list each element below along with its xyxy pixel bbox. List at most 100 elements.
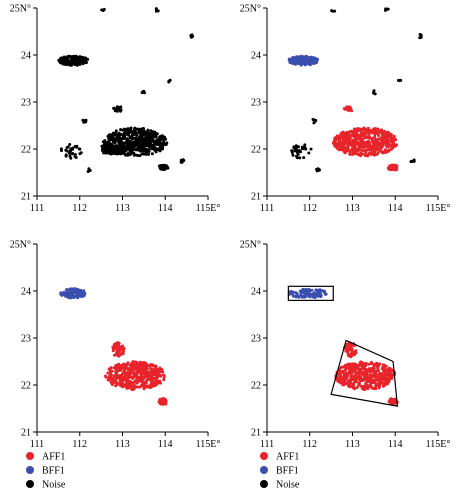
data-point — [373, 132, 377, 136]
legends-group: AFF1 BFF1 Noise AFF1 BFF1 Noise — [26, 452, 300, 491]
data-point — [131, 366, 135, 369]
data-point — [68, 154, 72, 158]
data-point — [373, 127, 377, 131]
data-point — [362, 384, 366, 388]
y-tick-label: 24 — [21, 287, 31, 298]
data-point — [298, 149, 302, 152]
data-point — [63, 57, 67, 61]
data-point — [64, 154, 68, 158]
data-point — [156, 371, 160, 375]
data-point — [313, 296, 317, 300]
x-tick-label: 111 — [30, 439, 44, 450]
data-point — [392, 134, 396, 138]
data-point — [119, 376, 123, 380]
data-point — [336, 142, 340, 146]
data-point — [353, 149, 357, 153]
legend-marker-bff1 — [260, 466, 268, 474]
data-point — [419, 35, 423, 39]
data-point — [365, 383, 369, 387]
data-point — [122, 127, 126, 131]
data-point — [334, 138, 338, 142]
data-point — [303, 146, 307, 149]
data-point — [104, 374, 107, 378]
data-point — [128, 148, 132, 152]
data-point — [382, 377, 386, 381]
data-point — [356, 140, 360, 144]
data-point — [122, 131, 126, 135]
legend-marker-noise — [260, 480, 268, 488]
data-point — [101, 140, 105, 144]
data-point — [134, 131, 138, 135]
series-noise — [290, 7, 423, 173]
data-point — [116, 152, 120, 156]
data-point — [88, 169, 92, 172]
x-tick-label: 113 — [115, 439, 130, 450]
data-point — [306, 55, 309, 59]
data-point — [115, 343, 118, 347]
data-point — [164, 398, 168, 402]
cluster-convex-hull — [330, 339, 399, 407]
data-point — [148, 364, 152, 368]
data-point — [106, 378, 110, 382]
data-point — [296, 57, 300, 60]
data-point — [351, 382, 355, 386]
data-point — [354, 370, 358, 374]
data-point — [111, 136, 115, 140]
data-point — [371, 386, 375, 390]
data-point — [344, 349, 348, 353]
data-point — [153, 382, 157, 386]
data-point — [353, 365, 357, 369]
data-point — [135, 369, 139, 373]
data-point — [117, 354, 121, 358]
data-point — [126, 373, 130, 377]
data-point — [164, 143, 168, 147]
data-point — [118, 383, 122, 387]
data-point — [306, 62, 310, 66]
data-point — [65, 146, 69, 149]
data-point — [120, 352, 124, 355]
data-point — [374, 139, 378, 142]
points-top-right — [287, 7, 423, 173]
data-point — [106, 371, 110, 375]
data-point — [111, 349, 115, 353]
data-point — [397, 78, 400, 82]
data-point — [344, 377, 348, 381]
data-point — [120, 346, 124, 350]
data-point — [353, 351, 357, 355]
data-point — [363, 371, 367, 374]
data-point — [323, 289, 326, 293]
x-tick-label: 112 — [302, 203, 317, 214]
data-point — [112, 366, 116, 370]
data-point — [120, 372, 124, 376]
data-point — [141, 370, 145, 374]
data-point — [333, 141, 337, 145]
data-point — [141, 142, 145, 146]
data-point — [65, 55, 69, 59]
data-point — [299, 292, 303, 295]
data-point — [136, 362, 139, 366]
data-point — [73, 153, 77, 157]
data-point — [370, 374, 374, 378]
data-point — [68, 287, 72, 291]
y-tick-label: 25N° — [240, 4, 261, 15]
data-point — [132, 386, 136, 390]
data-point — [368, 151, 372, 155]
data-point — [374, 147, 378, 151]
data-point — [360, 372, 364, 376]
series-bff1 — [287, 54, 319, 67]
data-point — [337, 378, 341, 382]
legend-label-bff1: BFF1 — [276, 466, 299, 477]
data-point — [150, 383, 154, 387]
x-tick-label: 115E° — [426, 203, 451, 214]
data-point — [352, 152, 356, 156]
data-point — [358, 373, 361, 377]
data-point — [86, 57, 90, 61]
data-point — [155, 138, 159, 142]
data-point — [360, 140, 363, 144]
series-bff1 — [287, 287, 328, 300]
data-point — [114, 384, 118, 388]
data-point — [345, 131, 349, 135]
y-tick-label: 22 — [251, 381, 261, 392]
y-tick-label: 23 — [21, 98, 31, 109]
data-point — [162, 378, 166, 382]
